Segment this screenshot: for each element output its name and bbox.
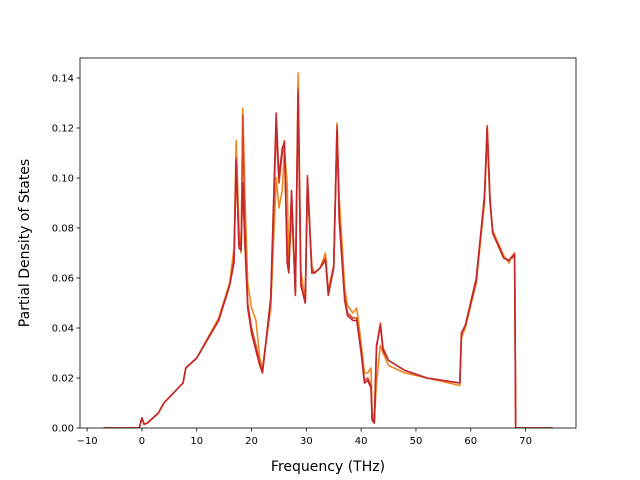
x-tick-label: 60 — [464, 436, 477, 447]
x-tick-label: 10 — [190, 436, 203, 447]
x-tick-label: 70 — [519, 436, 532, 447]
x-tick-label: −10 — [77, 436, 98, 447]
y-tick-label: 0.04 — [52, 324, 74, 335]
plot-frame — [79, 57, 577, 429]
y-tick-label: 0.14 — [52, 74, 74, 85]
x-tick-label: 50 — [410, 436, 423, 447]
x-axis: −10 0 10 20 30 40 50 60 70 — [77, 428, 532, 447]
series-line-3 — [103, 92, 553, 428]
x-tick-label: 0 — [139, 436, 145, 447]
y-axis-label: Partial Density of States — [17, 159, 33, 327]
x-tick-label: 20 — [245, 436, 258, 447]
y-tick-label: 0.10 — [52, 174, 74, 185]
x-tick-label: 40 — [355, 436, 368, 447]
y-tick-label: 0.00 — [52, 424, 74, 435]
y-tick-label: 0.08 — [52, 224, 74, 235]
series-layer — [103, 72, 553, 428]
x-tick-label: 30 — [300, 436, 313, 447]
y-axis: 0.00 0.02 0.04 0.06 0.08 0.10 0.12 0.14 — [52, 74, 80, 435]
y-tick-label: 0.02 — [52, 374, 74, 385]
y-tick-label: 0.12 — [52, 124, 74, 135]
y-tick-label: 0.06 — [52, 274, 74, 285]
x-axis-label: Frequency (THz) — [271, 459, 385, 475]
